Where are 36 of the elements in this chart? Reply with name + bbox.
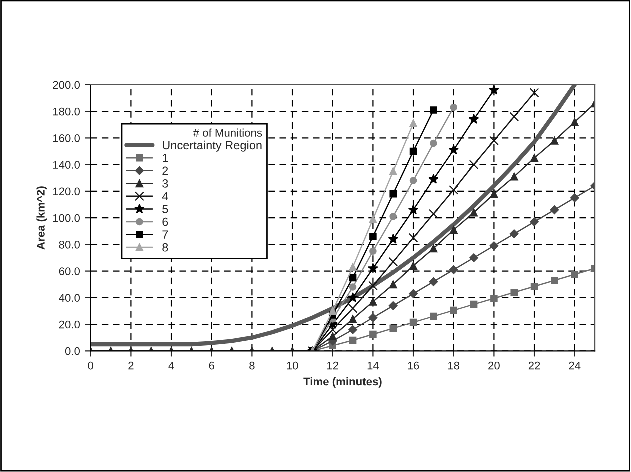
- y-tick-label: 80.0: [59, 240, 80, 249]
- legend-label: 1: [163, 154, 168, 162]
- x-axis-title: Time (minutes): [304, 378, 382, 388]
- x-tick-label: 18: [448, 362, 460, 370]
- x-tick-label: 20: [488, 362, 500, 370]
- x-tick-label: 10: [287, 362, 298, 370]
- legend-label: 3: [162, 180, 168, 188]
- x-tick-label: 8: [250, 362, 255, 370]
- y-tick-label: 20.0: [59, 320, 80, 329]
- y-tick-label: 160.0: [53, 134, 80, 142]
- legend-label: 7: [162, 230, 168, 239]
- y-tick-label: 100.0: [53, 214, 80, 222]
- legend-label: 5: [162, 205, 168, 214]
- y-tick-label: 200.0: [53, 81, 80, 90]
- y-tick-label: 180.0: [53, 108, 80, 116]
- x-tick-label: 16: [408, 362, 420, 370]
- y-tick-label: 40.0: [59, 294, 80, 302]
- legend-title: # of Munitions: [193, 128, 262, 137]
- y-axis-title: Area (km^2): [36, 186, 48, 250]
- x-tick-label: 24: [569, 362, 581, 370]
- y-tick-label: 120.0: [53, 188, 80, 196]
- y-tick-label: 140.0: [53, 161, 80, 169]
- x-tick-label: 2: [128, 362, 134, 370]
- legend-label: 2: [162, 166, 168, 176]
- legend-label: Uncertainty Region: [163, 140, 262, 152]
- x-tick-label: 12: [328, 362, 338, 370]
- x-tick-label: 22: [528, 362, 540, 370]
- x-tick-label: 14: [368, 362, 380, 370]
- legend-label: 4: [162, 192, 168, 201]
- legend-label: 8: [162, 243, 168, 252]
- legend-label: 6: [162, 218, 168, 226]
- x-tick-label: 4: [168, 362, 174, 370]
- x-tick-label: 6: [209, 362, 214, 370]
- y-tick-label: 0.0: [65, 347, 80, 356]
- x-tick-label: 0: [88, 362, 94, 370]
- y-tick-label: 60.0: [59, 268, 80, 276]
